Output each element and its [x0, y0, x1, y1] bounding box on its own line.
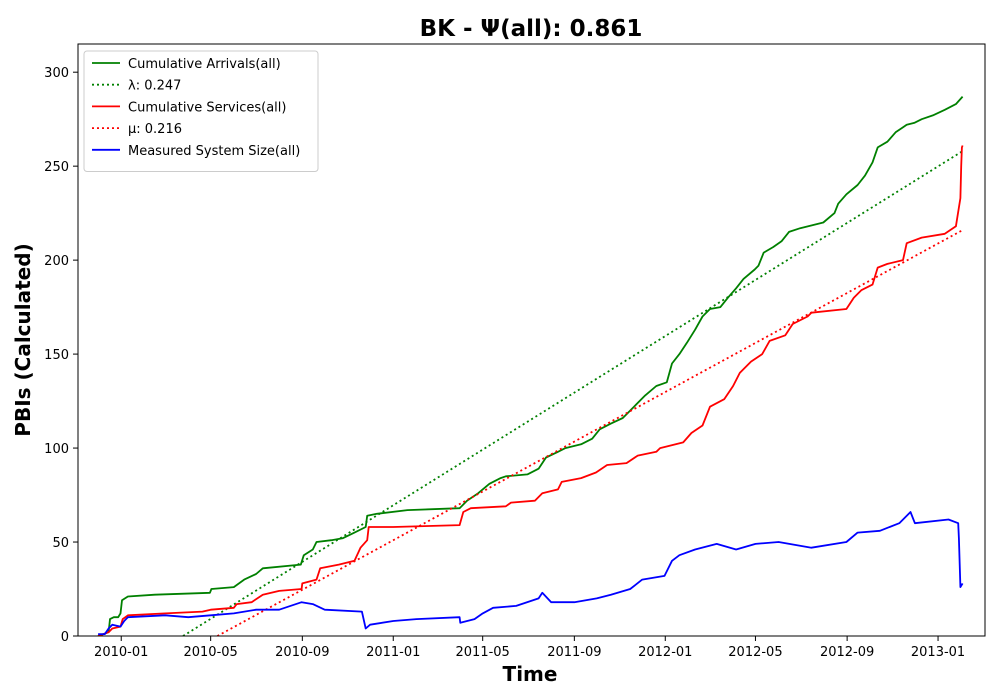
series-line-measured-system-size-all: [98, 511, 964, 635]
legend-label: μ: 0.216: [128, 122, 182, 137]
x-axis-title: Time: [503, 662, 558, 686]
y-tick-label: 50: [52, 536, 69, 551]
plot-area: [77, 43, 986, 637]
plot-frame: [77, 43, 986, 637]
legend-box: [83, 50, 319, 172]
x-tick-label: 2011-09: [547, 645, 601, 660]
series-line-0-216: [216, 229, 964, 636]
x-tick-label: 2011-01: [366, 645, 420, 660]
legend-label: λ: 0.247: [128, 79, 181, 94]
series-line-0-247: [182, 150, 964, 636]
y-tick-label: 200: [44, 254, 69, 269]
y-tick-label: 0: [61, 630, 69, 645]
x-tick-label: 2010-01: [94, 645, 148, 660]
legend-label: Cumulative Arrivals(all): [128, 57, 281, 72]
x-tick-label: 2012-01: [638, 645, 692, 660]
y-axis: 0 50 100 150 200 250 300: [44, 66, 78, 645]
x-tick-label: 2011-05: [456, 645, 510, 660]
series-line-cumulative-arrivals-all: [97, 96, 964, 636]
chart-title: BK - Ψ(all): 0.861: [420, 16, 643, 42]
legend: Cumulative Arrivals(all) λ: 0.247 Cumulati…: [83, 50, 319, 172]
y-tick-label: 300: [44, 66, 69, 81]
x-tick-label: 2010-09: [275, 645, 329, 660]
y-axis-title: PBIs (Calculated): [11, 243, 35, 436]
x-tick-label: 2013-01: [911, 645, 965, 660]
y-tick-label: 250: [44, 160, 69, 175]
legend-label: Cumulative Services(all): [128, 100, 286, 115]
x-tick-label: 2012-05: [728, 645, 782, 660]
y-tick-label: 150: [44, 348, 69, 363]
x-axis: 2010-01 2010-05 2010-09 2011-01 2011-05 2011-…: [94, 636, 965, 660]
series-layer: [97, 96, 964, 636]
legend-label: Measured System Size(all): [128, 144, 300, 159]
series-line-cumulative-services-all: [97, 145, 964, 636]
x-tick-label: 2010-05: [183, 645, 237, 660]
x-tick-label: 2012-09: [820, 645, 874, 660]
y-tick-label: 100: [44, 442, 69, 457]
